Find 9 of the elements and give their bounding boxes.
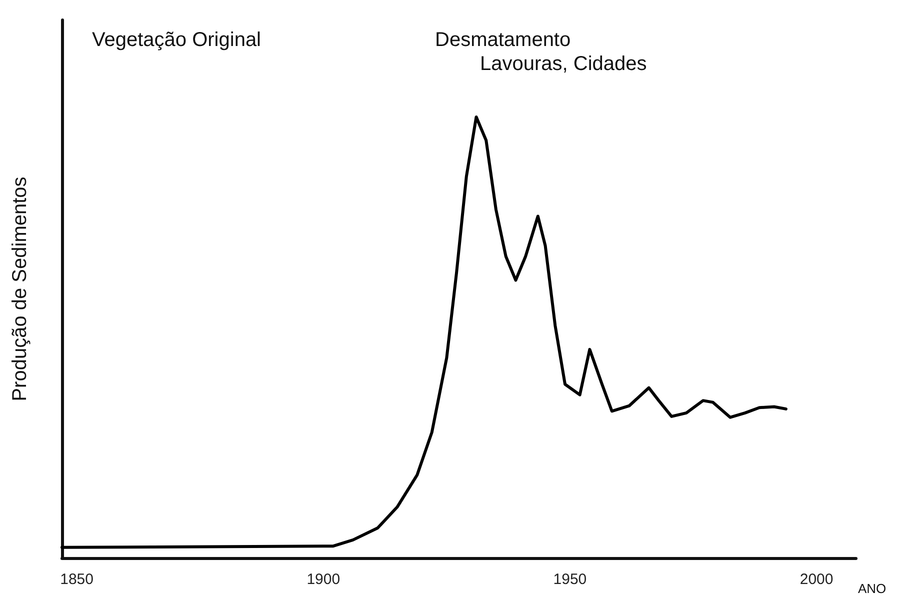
x-tick-label: 2000: [800, 571, 834, 588]
x-tick-label: 1850: [60, 571, 94, 588]
x-tick-label: 1900: [306, 571, 340, 588]
x-axis-title: ANO: [858, 581, 886, 596]
text: Desmatamento: [435, 29, 571, 51]
y-axis-title: Produção de Sedimentos: [9, 176, 31, 402]
text: Vegetação Original: [92, 29, 262, 51]
x-tick-label: 1950: [553, 571, 587, 588]
text: Lavouras, Cidades: [480, 53, 647, 75]
